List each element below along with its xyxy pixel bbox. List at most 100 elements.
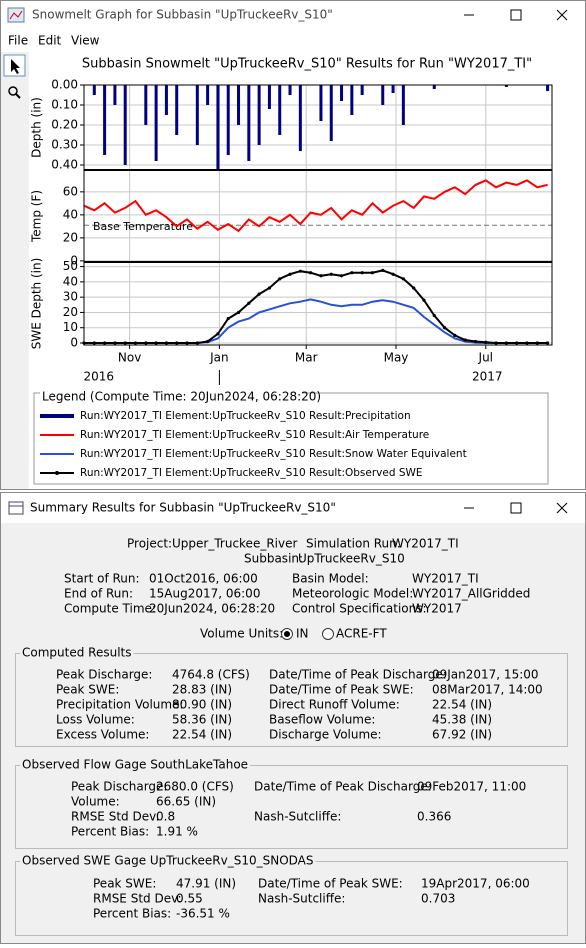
y-tick-label: 50 <box>63 259 78 273</box>
field-label: Project: <box>127 537 172 551</box>
field-value: 22.54 (IN) <box>432 698 492 712</box>
precip-bar <box>195 85 199 145</box>
maximize[interactable] <box>510 9 522 21</box>
series-marker <box>278 277 282 281</box>
field-value: 66.65 (IN) <box>156 795 216 809</box>
precip-bar <box>103 85 107 155</box>
field-value: -36.51 % <box>176 907 230 921</box>
precip-bar <box>206 85 210 105</box>
legend-entry: Run:WY2017_TI Element:UpTruckeeRv_S10 Re… <box>80 448 467 460</box>
series-marker <box>257 292 261 296</box>
radio-dot <box>284 631 290 637</box>
series-marker <box>350 271 354 275</box>
menu-item[interactable]: File <box>8 34 28 48</box>
series-marker <box>473 339 478 344</box>
field-label: Compute Time: <box>64 602 156 616</box>
radio[interactable] <box>322 628 334 640</box>
field-value: 45.38 (IN) <box>432 713 492 727</box>
x-year-label: 2016 <box>83 370 114 384</box>
summary-titlebar <box>1 493 585 523</box>
zoom-tool[interactable] <box>8 86 18 96</box>
series-marker <box>391 272 395 276</box>
legend-marker <box>55 471 59 475</box>
menu-item[interactable]: View <box>71 34 100 48</box>
field-value: Upper_Truckee_River <box>172 537 297 551</box>
series-marker <box>535 341 539 345</box>
field-label: Start of Run: <box>64 572 140 586</box>
field-value: WY2017_AllGridded <box>412 587 530 601</box>
precip-bar <box>92 85 96 95</box>
menu-item[interactable]: Edit <box>38 34 62 48</box>
field-label: Subbasin: <box>244 552 303 566</box>
field-label: Peak SWE: <box>56 683 119 697</box>
field-label: Baseflow Volume: <box>269 713 375 727</box>
field-value: WY2017 <box>412 602 462 616</box>
series-marker <box>113 341 117 345</box>
zoom-handle <box>15 93 21 99</box>
y-tick-label: 0.30 <box>51 138 78 152</box>
series-marker <box>92 341 96 345</box>
field-label: Basin Model: <box>292 572 369 586</box>
y-tick-label: 20 <box>63 305 78 319</box>
toolbar <box>1 52 29 489</box>
precip-bar <box>216 85 220 169</box>
y-tick-label: 0 <box>70 336 78 350</box>
y-tick-label: 10 <box>63 320 78 334</box>
close[interactable] <box>556 9 568 21</box>
series-marker <box>288 272 292 276</box>
series-marker <box>484 340 488 344</box>
field-value: 15Aug2017, 06:00 <box>149 587 260 601</box>
series-marker <box>463 338 467 342</box>
field-value: 47.91 (IN) <box>176 877 236 891</box>
series-line <box>84 269 548 344</box>
field-value: 19Apr2017, 06:00 <box>421 877 530 891</box>
close[interactable] <box>556 502 568 514</box>
y-tick-label: 0.20 <box>51 118 78 132</box>
field-value: WY2017_TI <box>412 572 479 586</box>
series-marker <box>504 341 508 345</box>
field-value: 22.54 (IN) <box>172 728 232 742</box>
group-box <box>15 765 568 849</box>
y-axis-label: Temp (F) <box>30 190 44 243</box>
series-marker <box>247 301 251 305</box>
field-value: 2680.0 (CFS) <box>156 780 234 794</box>
field-value: 09Feb2017, 11:00 <box>417 780 526 794</box>
field-label: Peak SWE: <box>93 877 156 891</box>
series-marker <box>103 341 107 345</box>
maximize[interactable] <box>510 502 522 514</box>
precip-bar <box>113 85 117 105</box>
field-label: RMSE Std Dev: <box>71 810 160 824</box>
precip-bar <box>340 85 344 101</box>
precip-bar <box>154 85 158 161</box>
field-label: Precipitation Volume: <box>56 698 184 712</box>
field-label: Simulation Run: <box>306 537 401 551</box>
field-value: 0.55 <box>176 892 203 906</box>
legend-box <box>33 392 549 485</box>
y-tick-label: 40 <box>63 274 78 288</box>
window-title: Snowmelt Graph for Subbasin "UpTruckeeRv… <box>32 8 333 22</box>
group-title-bg <box>20 854 316 868</box>
series-marker <box>412 286 416 290</box>
field-label: Meteorologic Model: <box>292 587 413 601</box>
field-label: Date/Time of Peak SWE: <box>269 683 414 697</box>
plot-area <box>84 170 552 262</box>
group-title-bg <box>20 758 251 772</box>
field-label: Control Specifications: <box>292 602 427 616</box>
series-marker <box>309 271 313 275</box>
precip-bar <box>144 85 148 125</box>
summary-title: Summary Results for Subbasin "UpTruckeeR… <box>30 501 336 515</box>
series-marker <box>494 341 498 345</box>
field-label: Date/Time of Peak Discharge: <box>254 780 432 794</box>
radio-label: IN <box>296 627 309 641</box>
series-marker <box>175 341 179 345</box>
field-label: Discharge Volume: <box>269 728 382 742</box>
field-value: UpTruckeeRv_S10 <box>298 552 405 566</box>
field-label: Date/Time of Peak SWE: <box>258 877 403 891</box>
series-marker <box>545 341 550 345</box>
series-line <box>83 179 548 233</box>
precip-bar <box>546 85 550 91</box>
series-marker <box>370 271 375 275</box>
series-marker <box>329 272 333 276</box>
field-value: 20Jun2024, 06:28:20 <box>149 602 275 616</box>
series-marker <box>185 341 189 345</box>
